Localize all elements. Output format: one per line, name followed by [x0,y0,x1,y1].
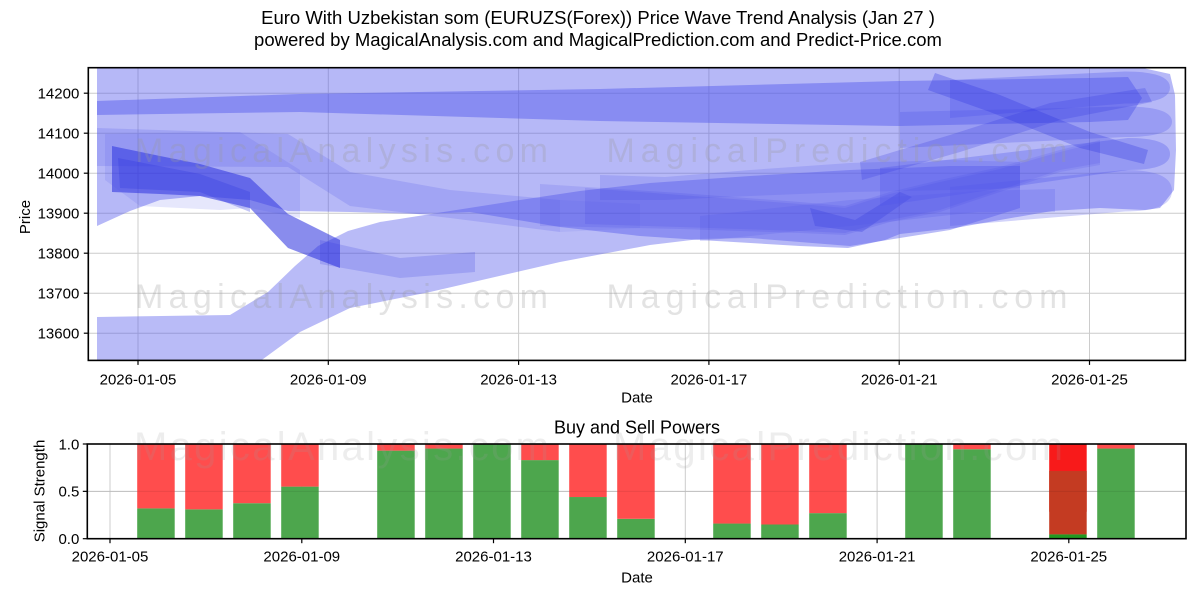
svg-text:1.0: 1.0 [58,436,79,453]
svg-text:2026-01-21: 2026-01-21 [839,549,916,566]
svg-text:2026-01-17: 2026-01-17 [647,549,724,566]
svg-text:2026-01-09: 2026-01-09 [263,549,340,566]
svg-text:Price: Price [17,200,34,234]
svg-text:Date: Date [621,570,653,587]
svg-text:2026-01-21: 2026-01-21 [861,371,938,388]
svg-text:Buy and Sell Powers: Buy and Sell Powers [554,418,720,438]
svg-text:2026-01-25: 2026-01-25 [1051,371,1128,388]
svg-text:2026-01-17: 2026-01-17 [671,371,748,388]
svg-text:2026-01-13: 2026-01-13 [480,371,557,388]
svg-text:13600: 13600 [38,326,80,343]
svg-text:14200: 14200 [38,86,80,103]
svg-text:13800: 13800 [38,246,80,263]
svg-text:2026-01-25: 2026-01-25 [1030,549,1107,566]
svg-text:MagicalPrediction.com: MagicalPrediction.com [607,132,1068,170]
svg-text:powered by MagicalAnalysis.com: powered by MagicalAnalysis.com and Magic… [254,29,942,50]
svg-text:MagicalPrediction.com: MagicalPrediction.com [607,278,1068,316]
svg-text:Date: Date [621,390,653,407]
svg-text:0.0: 0.0 [58,531,79,548]
svg-text:Signal Strength: Signal Strength [32,440,49,543]
svg-text:0.5: 0.5 [58,484,79,501]
svg-text:MagicalAnalysis.com: MagicalAnalysis.com [135,278,548,316]
svg-text:2026-01-05: 2026-01-05 [72,549,149,566]
svg-text:MagicalPrediction.com: MagicalPrediction.com [613,425,1063,469]
svg-text:13900: 13900 [38,206,80,223]
svg-text:14000: 14000 [38,166,80,183]
svg-text:MagicalAnalysis.com: MagicalAnalysis.com [135,132,548,170]
svg-text:14100: 14100 [38,126,80,143]
svg-text:2026-01-13: 2026-01-13 [455,549,532,566]
svg-text:13700: 13700 [38,286,80,303]
svg-text:MagicalAnalysis.com: MagicalAnalysis.com [134,425,549,469]
svg-text:2026-01-05: 2026-01-05 [100,371,177,388]
svg-text:2026-01-09: 2026-01-09 [290,371,367,388]
svg-text:Euro With Uzbekistan som (EURU: Euro With Uzbekistan som (EURUZS(Forex))… [261,7,935,28]
